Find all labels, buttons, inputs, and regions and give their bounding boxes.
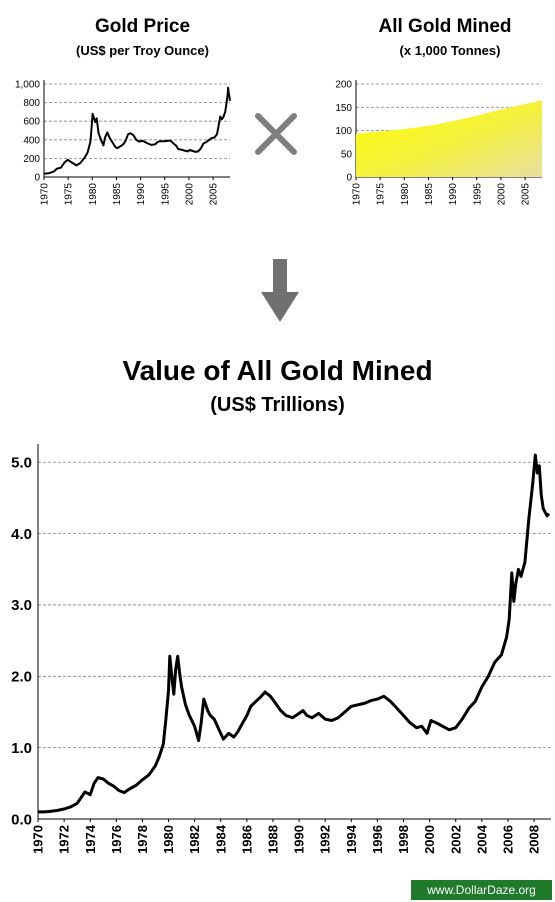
y-tick-label: 50 xyxy=(341,149,353,160)
x-tick-label: 1975 xyxy=(376,183,387,206)
x-tick-label: 2008 xyxy=(527,825,542,854)
line-series xyxy=(38,453,551,814)
x-tick-label: 1985 xyxy=(112,183,123,206)
watermark-badge: www.DollarDaze.org xyxy=(411,880,552,900)
multiply-x-icon xyxy=(255,113,297,155)
x-tick-label: 1974 xyxy=(83,824,98,854)
x-tick-label: 1980 xyxy=(400,183,411,206)
x-tick-label: 1982 xyxy=(187,825,202,854)
x-tick-label: 1996 xyxy=(370,825,385,854)
x-tick-label: 1976 xyxy=(109,825,124,854)
y-tick-label: 2.0 xyxy=(11,669,32,686)
x-tick-label: 1994 xyxy=(344,824,359,854)
x-tick-label: 1990 xyxy=(136,183,147,206)
x-tick-label: 1998 xyxy=(396,825,411,854)
main-chart-title: Value of All Gold Mined xyxy=(122,355,433,386)
x-tick-label: 1990 xyxy=(292,825,307,854)
x-tick-label: 1992 xyxy=(318,825,333,854)
y-tick-label: 5.0 xyxy=(11,455,32,472)
y-tick-label: 200 xyxy=(335,80,352,91)
x-tick-label: 1995 xyxy=(160,183,171,206)
x-tick-label: 1990 xyxy=(448,183,459,206)
x-tick-label: 1975 xyxy=(64,183,75,206)
x-tick-label: 2006 xyxy=(500,825,515,854)
x-tick-label: 1972 xyxy=(57,825,72,854)
y-tick-label: 1.0 xyxy=(11,740,32,757)
x-tick-label: 1980 xyxy=(161,825,176,854)
x-tick-label: 1980 xyxy=(88,183,99,206)
y-tick-label: 150 xyxy=(335,103,352,114)
gold-price-chart: 0 200 400 600 800 1,000 1970 1975 1980 1985 1990 19… xyxy=(15,80,231,206)
x-tick-label: 2005 xyxy=(209,183,220,206)
x-tick-label: 1988 xyxy=(266,825,281,854)
y-tick-label: 4.0 xyxy=(11,526,32,543)
x-tick-label: 1970 xyxy=(352,183,363,206)
gold-price-subtitle: (US$ per Troy Ounce) xyxy=(76,43,209,58)
gold-mined-chart: 0 50 100 150 200 1970 1975 1980 1985 1990 1995 2000… xyxy=(335,80,542,206)
y-tick-label: 100 xyxy=(335,126,352,137)
x-tick-label: 1984 xyxy=(213,824,228,854)
x-tick-label: 1985 xyxy=(424,183,435,206)
y-tick-label: 800 xyxy=(23,98,40,109)
y-tick-label: 0 xyxy=(346,173,352,184)
y-tick-label: 0 xyxy=(34,173,40,184)
y-tick-label: 600 xyxy=(23,117,40,128)
gold-mined-title: All Gold Mined xyxy=(378,16,512,37)
main-chart-subtitle: (US$ Trillions) xyxy=(210,394,345,416)
x-tick-label: 1970 xyxy=(40,183,51,206)
value-chart: 0.0 1.0 2.0 3.0 4.0 5.0 1970 1972 1974 1976 1978 19… xyxy=(11,444,551,854)
x-tick-label: 1970 xyxy=(31,825,46,854)
x-tick-label: 2005 xyxy=(521,183,532,206)
x-tick-label: 2004 xyxy=(474,824,489,854)
x-tick-label: 1978 xyxy=(135,825,150,854)
line-series xyxy=(43,86,231,175)
gold-price-title: Gold Price xyxy=(94,16,191,37)
gold-mined-subtitle: (x 1,000 Tonnes) xyxy=(399,43,501,58)
x-tick-label: 1986 xyxy=(239,825,254,854)
y-tick-label: 400 xyxy=(23,135,40,146)
x-tick-label: 1995 xyxy=(472,183,483,206)
x-tick-label: 2000 xyxy=(496,183,507,206)
x-tick-label: 2000 xyxy=(422,825,437,854)
area-series xyxy=(356,100,542,177)
y-tick-label: 200 xyxy=(23,154,40,165)
y-tick-label: 1,000 xyxy=(15,80,40,91)
y-tick-label: 3.0 xyxy=(11,597,32,614)
x-tick-label: 2002 xyxy=(448,825,463,854)
y-tick-label: 0.0 xyxy=(11,811,32,828)
down-arrow-icon xyxy=(261,259,299,322)
x-tick-label: 2000 xyxy=(184,183,195,206)
